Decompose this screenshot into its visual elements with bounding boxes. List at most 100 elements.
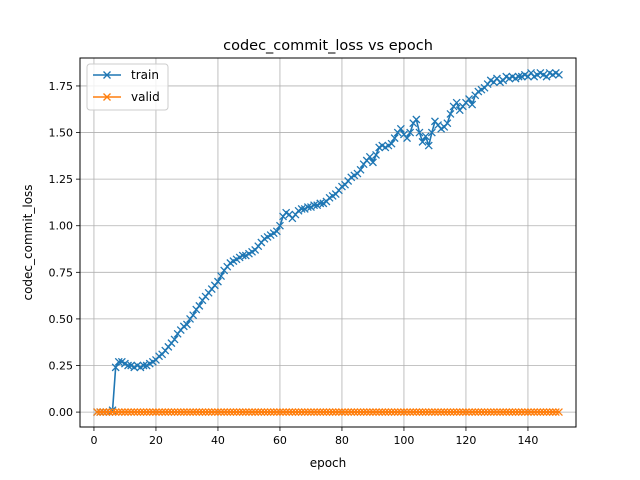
data-point-train — [443, 119, 452, 128]
data-point-valid — [204, 408, 213, 417]
data-point-valid — [192, 408, 201, 417]
data-point-valid — [148, 408, 157, 417]
series-valid — [93, 408, 563, 417]
data-point-valid — [272, 408, 281, 417]
data-point-train — [387, 139, 396, 148]
data-point-valid — [440, 408, 449, 417]
y-axis-label: codec_commit_loss — [21, 184, 35, 300]
data-point-valid — [155, 408, 164, 417]
data-point-valid — [415, 408, 424, 417]
data-point-valid — [437, 408, 446, 417]
y-tick-label: 0.25 — [49, 360, 74, 373]
data-point-valid — [235, 408, 244, 417]
data-point-train — [213, 277, 222, 286]
data-point-valid — [403, 408, 412, 417]
y-tick-label: 0.50 — [49, 313, 74, 326]
y-tick-label: 1.75 — [49, 80, 74, 93]
data-point-valid — [207, 408, 216, 417]
data-point-valid — [133, 408, 142, 417]
data-point-train — [297, 204, 306, 213]
data-point-train — [514, 72, 523, 81]
data-point-valid — [124, 408, 133, 417]
data-point-valid — [368, 408, 377, 417]
data-point-train — [396, 124, 405, 133]
data-point-valid — [93, 408, 102, 417]
legend-item-valid: valid — [93, 90, 160, 104]
data-point-valid — [406, 408, 415, 417]
data-point-valid — [480, 408, 489, 417]
data-point-valid — [316, 408, 325, 417]
data-point-valid — [223, 408, 232, 417]
data-point-valid — [468, 408, 477, 417]
data-point-valid — [291, 408, 300, 417]
data-point-valid — [241, 408, 250, 417]
data-point-valid — [502, 408, 511, 417]
data-point-valid — [195, 408, 204, 417]
data-point-valid — [117, 408, 126, 417]
y-tick-label: 1.25 — [49, 173, 74, 186]
data-point-valid — [111, 408, 120, 417]
data-point-train — [139, 361, 148, 370]
data-point-valid — [319, 408, 328, 417]
data-point-valid — [313, 408, 322, 417]
data-point-valid — [303, 408, 312, 417]
data-point-valid — [424, 408, 433, 417]
data-point-valid — [232, 408, 241, 417]
data-point-train — [272, 227, 281, 236]
data-point-valid — [443, 408, 452, 417]
data-point-valid — [136, 408, 145, 417]
data-point-valid — [189, 408, 198, 417]
data-point-valid — [548, 408, 557, 417]
data-point-valid — [201, 408, 210, 417]
data-point-valid — [325, 408, 334, 417]
data-point-valid — [182, 408, 191, 417]
data-point-valid — [554, 408, 563, 417]
data-point-valid — [130, 408, 139, 417]
data-point-valid — [288, 408, 297, 417]
data-point-valid — [213, 408, 222, 417]
data-point-valid — [99, 408, 108, 417]
x-axis-label: epoch — [310, 456, 347, 470]
data-point-valid — [381, 408, 390, 417]
data-point-valid — [492, 408, 501, 417]
x-tick-label: 80 — [335, 434, 349, 447]
data-point-train — [424, 141, 433, 150]
x-tick-label: 0 — [90, 434, 97, 447]
data-point-valid — [158, 408, 167, 417]
data-point-valid — [96, 408, 105, 417]
data-point-valid — [331, 408, 340, 417]
data-point-valid — [210, 408, 219, 417]
data-point-valid — [530, 408, 539, 417]
data-point-valid — [337, 408, 346, 417]
data-point-train — [427, 128, 436, 137]
data-point-valid — [399, 408, 408, 417]
data-point-train — [356, 165, 365, 174]
data-point-train — [182, 320, 191, 329]
legend-marker-valid — [103, 93, 111, 101]
data-point-train — [418, 137, 427, 146]
data-point-train — [114, 357, 123, 366]
data-point-valid — [322, 408, 331, 417]
data-point-valid — [244, 408, 253, 417]
data-point-valid — [120, 408, 129, 417]
data-point-train — [275, 221, 284, 230]
data-point-train — [421, 132, 430, 141]
data-point-train — [195, 301, 204, 310]
data-point-valid — [517, 408, 526, 417]
x-tick-label: 20 — [149, 434, 163, 447]
data-point-train — [412, 115, 421, 124]
data-point-valid — [461, 408, 470, 417]
data-point-valid — [409, 408, 418, 417]
data-point-valid — [514, 408, 523, 417]
data-point-valid — [378, 408, 387, 417]
data-point-valid — [508, 408, 517, 417]
data-point-valid — [375, 408, 384, 417]
data-point-train — [452, 98, 461, 107]
data-point-valid — [477, 408, 486, 417]
data-point-train — [365, 152, 374, 161]
data-point-valid — [170, 408, 179, 417]
x-tick-label: 40 — [211, 434, 225, 447]
data-point-valid — [300, 408, 309, 417]
data-point-train — [446, 109, 455, 118]
data-point-valid — [353, 408, 362, 417]
